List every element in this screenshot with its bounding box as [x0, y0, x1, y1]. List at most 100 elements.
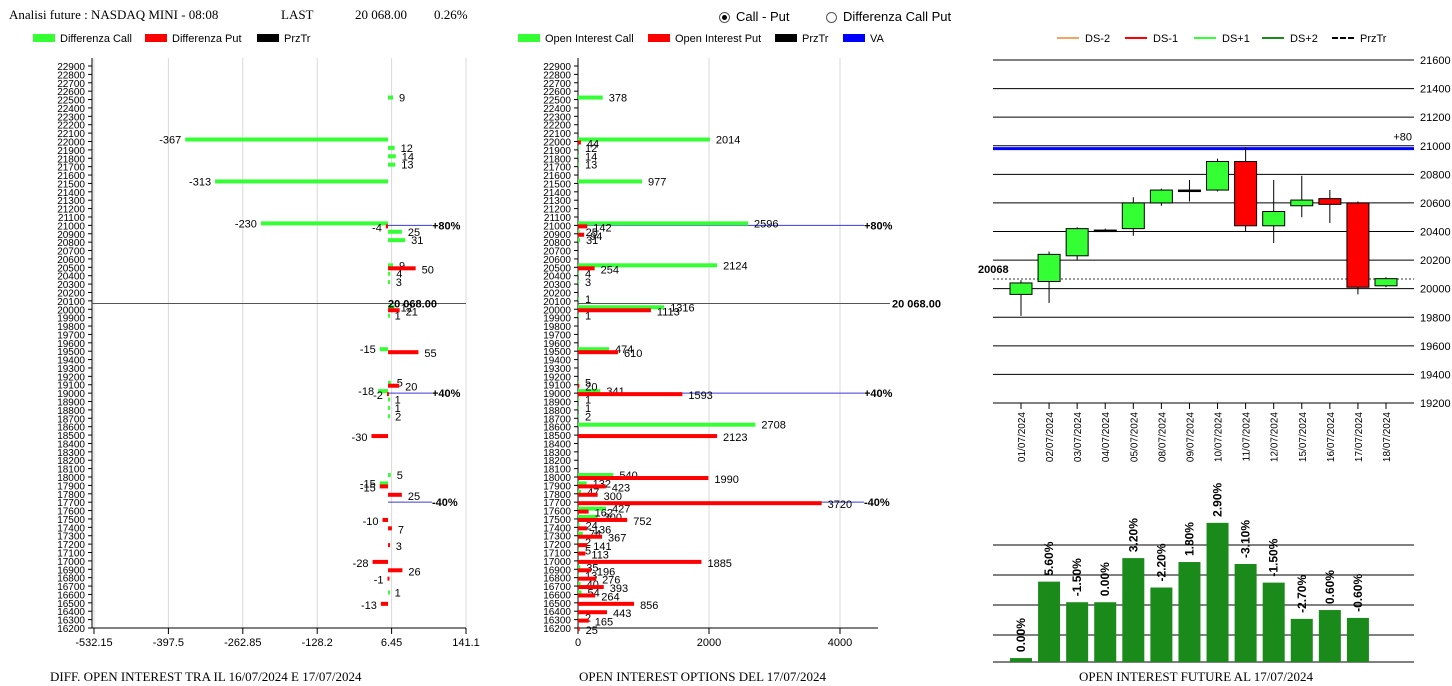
y-tick-label: 17600 — [543, 507, 571, 518]
oi-call-label: 2014 — [716, 134, 740, 146]
legend-ds+2: DS+2 — [1262, 33, 1318, 45]
oi-call-bar — [578, 179, 642, 184]
y-tick-label: 20100 — [543, 297, 571, 308]
legend-prztr: PrzTr — [257, 33, 310, 45]
diff-call-label: -15 — [360, 344, 376, 356]
y-tick-label: 18900 — [57, 398, 85, 409]
candle-body — [1206, 160, 1230, 191]
diff-put-label: -4 — [372, 222, 382, 234]
y-tick-label: 20300 — [543, 280, 571, 291]
radio-diff-call-put[interactable]: Differenza Call Put — [826, 9, 951, 24]
x-tick-label: -262.85 — [224, 637, 261, 649]
candle-body — [1037, 253, 1061, 283]
diff-put-bar — [388, 568, 403, 573]
y-tick-label: 17400 — [57, 523, 85, 534]
open-interest-options-chart: 2290022800227002260022500224002230022200… — [543, 58, 941, 649]
future-oi-bar — [1122, 558, 1145, 662]
candle-body — [1121, 202, 1145, 230]
radio-call-put[interactable]: Call - Put — [719, 9, 789, 24]
diff-put-label: 21 — [406, 306, 418, 318]
y-tick-label: 17300 — [57, 532, 85, 543]
future-oi-label: -2.20% — [1154, 543, 1168, 581]
diff-call-bar — [388, 590, 391, 595]
diff-call-label: 12 — [401, 143, 413, 155]
future-oi-bar — [1318, 610, 1341, 662]
y-tick-label: 18700 — [57, 414, 85, 425]
page-title: Analisi future : NASDAQ MINI - 08:08 — [9, 7, 219, 22]
y-tick-label: 17200 — [543, 540, 571, 551]
x-tick-label: 03/07/2024 — [1073, 412, 1084, 462]
oi-call-bar — [578, 95, 603, 100]
diff-call-label: 12 — [401, 302, 413, 314]
y-tick-label: 20000 — [1420, 284, 1451, 296]
oi-put-bar — [578, 526, 587, 531]
diff-put-label: 50 — [422, 264, 434, 276]
change-percent: 0.26% — [434, 7, 468, 22]
diff-put-label: -10 — [363, 516, 379, 528]
open-interest-future-chart: 0.00% 5.60% -1.50% 0.00% 3.20% -2.20% 1.80% 2.9… — [993, 482, 1414, 663]
diff-call-label: 1 — [395, 395, 401, 407]
x-tick-label: -397.5 — [153, 637, 184, 649]
diff-put-bar — [388, 350, 419, 355]
oi-call-label: 24 — [586, 520, 598, 532]
y-tick-label: 22600 — [543, 87, 571, 98]
future-candlestick-chart: 21600 21400 21200 21000 20800 20600 20400 20200… — [978, 55, 1451, 462]
y-tick-label: 18500 — [543, 431, 571, 442]
future-oi-label: 1.80% — [1182, 522, 1196, 556]
oi-put-bar — [578, 627, 580, 631]
oi-put-label: 3720 — [828, 499, 852, 511]
y-tick-label: 16200 — [57, 624, 85, 635]
oi-call-bar — [578, 145, 579, 150]
diff-call-bar — [185, 137, 389, 142]
y-tick-label: 16700 — [543, 582, 571, 593]
oi-put-bar — [578, 517, 628, 522]
y-tick-label: 22300 — [543, 112, 571, 123]
x-tick-label: 09/07/2024 — [1185, 412, 1196, 462]
oi-call-bar — [578, 280, 579, 285]
diff-call-bar — [388, 313, 391, 318]
y-tick-label: 19200 — [1420, 398, 1451, 410]
oi-call-label: 31 — [586, 235, 598, 247]
diff-call-bar — [388, 162, 396, 167]
y-tick-label: 21200 — [57, 205, 85, 216]
diff-call-bar — [260, 221, 389, 226]
y-tick-label: 18600 — [543, 423, 571, 434]
oi-call-label: 12 — [585, 143, 597, 155]
oi-put-label: 113 — [591, 550, 609, 562]
y-tick-label: 19600 — [543, 339, 571, 350]
va-marker-label: +80% — [864, 220, 893, 232]
x-tick-label: 02/07/2024 — [1045, 412, 1056, 462]
diff-put-bar — [388, 543, 391, 548]
x-tick-label: 0 — [575, 637, 581, 649]
diff-call-label: 14 — [402, 151, 414, 163]
diff-call-bar — [388, 238, 406, 243]
future-oi-label: 2.90% — [1211, 482, 1225, 516]
diff-call-bar — [378, 389, 389, 394]
oi-put-label: 1593 — [688, 390, 712, 402]
y-tick-label: 21500 — [543, 179, 571, 190]
future-oi-label: 0.00% — [1014, 618, 1028, 652]
y-tick-label: 17500 — [543, 515, 571, 526]
diff-call-label: 1 — [395, 311, 401, 323]
diff-call-label: 2 — [395, 411, 401, 423]
oi-call-bar — [578, 615, 579, 620]
y-tick-label: 19800 — [543, 322, 571, 333]
y-tick-label: 21100 — [544, 213, 572, 224]
y-tick-label: 20700 — [57, 247, 85, 258]
y-tick-label: 22200 — [57, 121, 85, 132]
oi-put-bar — [578, 350, 618, 355]
diff-put-label: 20 — [405, 382, 417, 394]
y-tick-label: 19200 — [543, 372, 571, 383]
diff-put-bar — [388, 526, 392, 531]
oi-call-label: 2124 — [723, 260, 747, 272]
y-tick-label: 16800 — [57, 574, 85, 585]
y-tick-label: 17300 — [543, 532, 571, 543]
oi-call-bar — [578, 548, 579, 553]
y-tick-label: 22300 — [57, 112, 85, 123]
y-tick-label: 18900 — [543, 398, 571, 409]
oi-put-label: 610 — [624, 348, 642, 360]
future-oi-label: -2.70% — [1295, 575, 1309, 613]
y-tick-label: 20300 — [57, 280, 85, 291]
x-tick-label: 16/07/2024 — [1326, 412, 1337, 462]
x-tick-label: 08/07/2024 — [1157, 412, 1168, 462]
